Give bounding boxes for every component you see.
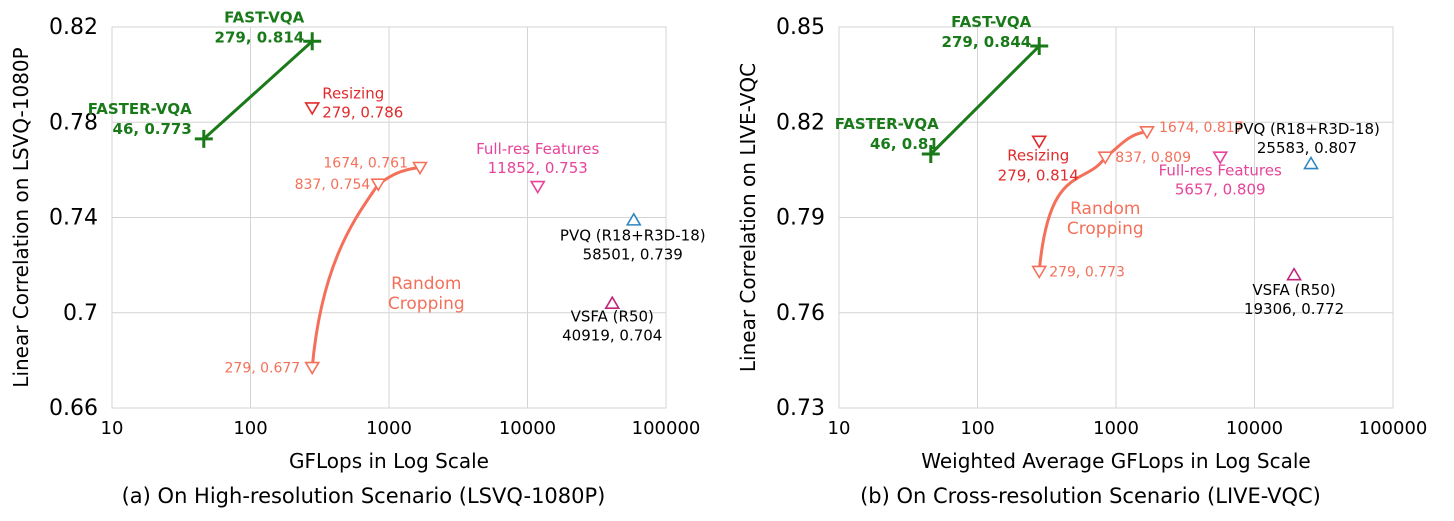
chart-b-y-tick-label: 0.85 [776,15,825,40]
chart-b-point-marker [921,145,940,163]
chart-b-series-label: Random [1070,199,1140,219]
chart-b-series-label: PVQ (R18+R3D-18) [1234,120,1380,138]
chart-a-series-label: Full-res Features [476,140,599,158]
chart-a-y-tick-label: 0.82 [49,15,98,40]
chart-a-series-label: 279, 0.814 [215,28,305,46]
chart-a-point-marker [604,295,621,310]
chart-a-plot-frame [111,26,667,409]
chart-b-y-tick-label: 0.79 [776,206,825,231]
chart-b-fast-connector [929,44,1041,156]
chart-panel-a: 10 100 1000 10000 100000 0.82 0.78 0.74 0.7 0.66 G… [9,8,706,508]
chart-b-point-marker [1031,265,1048,280]
chart-a-series-label: 11852, 0.753 [488,159,588,177]
chart-b-x-tick-label: 100 [960,418,994,439]
chart-b-y-tick-label: 0.76 [776,301,825,326]
chart-b-x-tick-label: 10000 [1226,418,1283,439]
chart-b-series-label: VSFA (R50) [1252,281,1335,299]
chart-b-series-label: 25583, 0.807 [1257,139,1357,157]
chart-b-x-axis-title: Weighted Average GFLops in Log Scale [921,449,1311,473]
chart-a-series-label: Random [391,274,461,294]
chart-a-point-label: 279, 0.677 [225,361,301,377]
chart-b-x-tick-label: 10 [828,418,851,439]
chart-b-point-marker [1212,151,1229,165]
chart-a-fast-connector [202,40,314,141]
chart-a-x-tick-label: 100000 [632,418,701,439]
chart-b-point-label: 279, 0.773 [1049,264,1125,280]
chart-a-point-marker [529,180,546,195]
chart-a-series-label: VSFA (R50) [571,308,654,326]
chart-b-series-label: 19306, 0.772 [1244,300,1344,318]
chart-panel-b: 10 100 1000 10000 100000 0.85 0.82 0.79 0.76 0.73… [727,0,1454,521]
chart-a-y-tick-label: 0.78 [49,110,98,135]
chart-a-caption: (a) On High-resolution Scenario (LSVQ-10… [121,484,606,508]
chart-b-series-label: Cropping [1067,219,1144,239]
chart-b-y-tick-label: 0.82 [776,110,825,135]
chart-b-point-marker [1303,155,1319,170]
chart-b-point-label: 837, 0.809 [1115,150,1191,166]
chart-a-point-marker [303,32,322,51]
chart-b-point-label: 1674, 0.817 [1159,120,1244,136]
chart-b-series-label: FAST-VQA [951,13,1031,31]
chart-a-svg: 10 100 1000 10000 100000 0.82 0.78 0.74 0.7 0.66 G… [9,8,706,473]
chart-a-series-label: 279, 0.786 [322,103,403,121]
chart-a-point-marker [412,161,428,176]
chart-b-point-marker [1139,125,1155,140]
chart-b-series-label: 279, 0.814 [998,166,1079,184]
chart-b-series-label: 5657, 0.809 [1175,181,1266,199]
chart-b-point-marker [1030,37,1049,56]
chart-b-svg: 10 100 1000 10000 100000 0.85 0.82 0.79 0.76 0.73… [736,13,1428,473]
chart-a-y-tick-label: 0.7 [63,301,98,326]
chart-a-series-label: 46, 0.773 [113,120,192,138]
chart-b-series-label: Resizing [1007,146,1069,164]
chart-a-x-tick-label: 1000 [366,418,412,439]
chart-a-point-marker [370,178,387,192]
chart-a-point-marker [304,102,321,116]
chart-a-series-label: PVQ (R18+R3D-18) [560,226,706,244]
chart-b-series-label: FASTER-VQA [835,115,939,133]
chart-a-point-marker [625,212,642,226]
chart-a-x-tick-label: 10000 [499,418,556,439]
chart-b-caption: (b) On Cross-resolution Scenario (LIVE-V… [860,484,1321,508]
chart-b-point-marker [1286,267,1302,281]
chart-b-cropping-curve [1037,130,1148,272]
chart-a-series-label: FAST-VQA [224,8,304,26]
chart-b-series-label: 46, 0.81 [870,135,939,153]
chart-a-point-label: 1674, 0.761 [323,155,408,171]
chart-a-series-label: 58501, 0.739 [583,245,683,263]
chart-a-point-label: 837, 0.754 [295,177,371,193]
chart-b-plot-frame [838,26,1394,409]
chart-a-series-label: 40919, 0.704 [562,327,662,345]
chart-a-point-marker [304,361,321,376]
chart-b-series-label: 279, 0.844 [942,33,1032,51]
chart-a-y-axis-title: Linear Correlation on LSVQ-1080P [9,47,33,387]
chart-b-x-tick-label: 1000 [1093,418,1139,439]
chart-b-x-tick-label: 100000 [1359,418,1428,439]
chart-a-point-marker [194,129,213,148]
chart-b-y-axis-title: Linear Correlation on LIVE-VQC [736,63,760,372]
chart-b-point-marker [1097,151,1114,165]
chart-a-series-label: Cropping [388,294,465,314]
chart-a-series-label: FASTER-VQA [88,100,192,118]
chart-a-y-tick-label: 0.66 [49,396,98,421]
chart-a-cropping-curve [310,166,421,368]
chart-b-series-label: Full-res Features [1159,162,1282,180]
chart-b-y-tick-label: 0.73 [776,396,825,421]
chart-a-x-tick-label: 100 [233,418,267,439]
chart-a-x-tick-label: 10 [101,418,124,439]
chart-a-y-tick-label: 0.74 [49,206,98,231]
chart-a-series-label: Resizing [322,84,384,102]
chart-b-point-marker [1031,135,1048,149]
chart-a-x-axis-title: GFLops in Log Scale [289,449,489,473]
